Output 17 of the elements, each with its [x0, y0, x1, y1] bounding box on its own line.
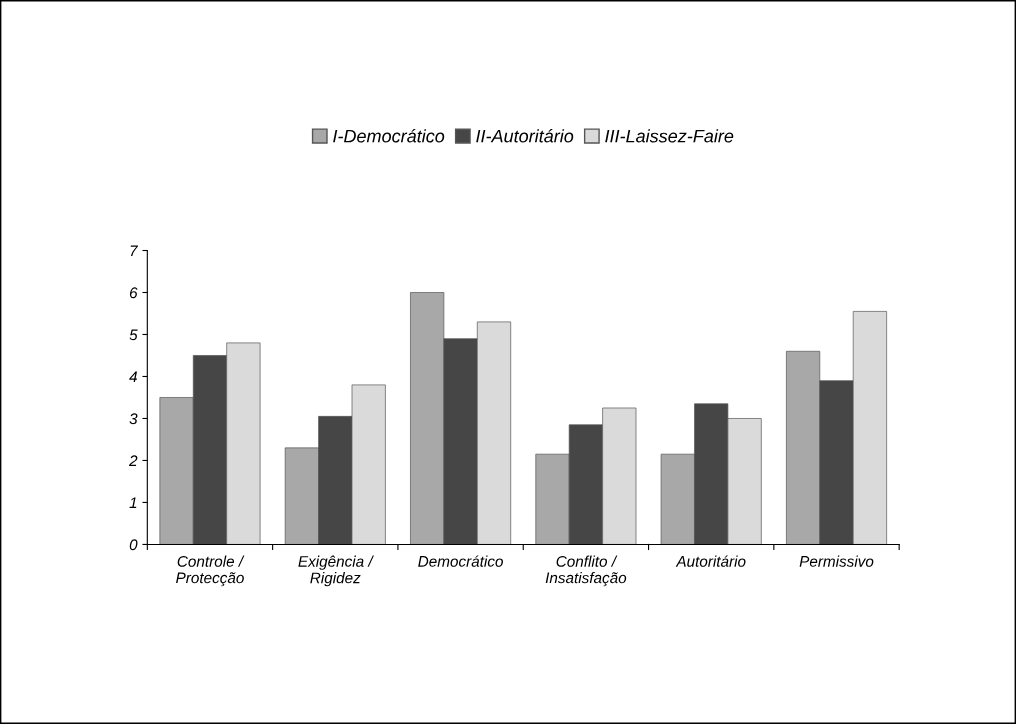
- y-tick-label: 7: [130, 245, 139, 257]
- x-tick-label: Controle / Protecção: [176, 555, 245, 587]
- y-tick-label: 1: [129, 497, 137, 508]
- y-tick-label: 0: [129, 539, 138, 551]
- y-tick-label: 2: [129, 455, 138, 466]
- legend-label: III-Laissez-Faire: [605, 129, 734, 143]
- x-tick-label: Permissivo: [799, 555, 874, 567]
- y-tick-label: 4: [129, 371, 138, 383]
- legend-label: II-Autoritário: [476, 129, 574, 143]
- x-tick-label: Conflito / Insatisfação: [545, 555, 627, 587]
- legend-label: I-Democrático: [333, 129, 445, 143]
- x-tick-label: Autoritário: [675, 555, 746, 567]
- y-tick-label: 6: [129, 287, 138, 299]
- y-tick-label: 5: [129, 329, 138, 341]
- x-tick-label: Exigência / Rigidez: [298, 555, 374, 587]
- y-tick-label: 3: [129, 413, 138, 425]
- x-tick-label: Democrático: [418, 555, 503, 567]
